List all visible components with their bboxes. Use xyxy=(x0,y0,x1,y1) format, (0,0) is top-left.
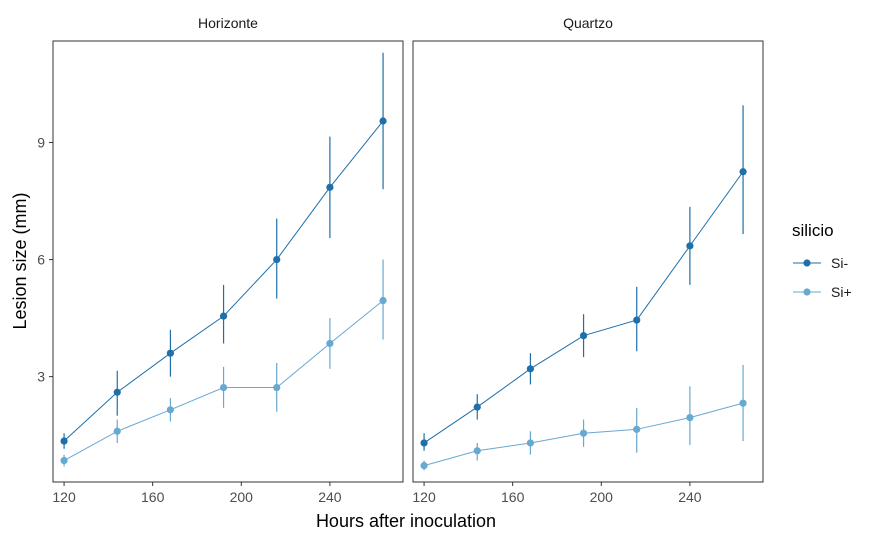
data-point xyxy=(633,316,641,324)
data-point xyxy=(273,255,281,264)
y-tick-label: 9 xyxy=(37,134,45,150)
x-tick-label: 120 xyxy=(412,489,436,505)
data-point xyxy=(579,332,588,340)
data-point xyxy=(219,312,228,320)
data-point xyxy=(473,447,481,455)
y-tick-label: 6 xyxy=(37,252,45,268)
data-point xyxy=(473,403,481,411)
data-point xyxy=(326,183,334,191)
legend-label: Si+ xyxy=(831,284,852,300)
data-point xyxy=(739,399,747,407)
x-axis-title: Hours after inoculation xyxy=(316,511,496,531)
panel-border xyxy=(412,40,764,483)
data-point xyxy=(633,425,641,433)
series-Si- xyxy=(60,52,387,449)
data-point xyxy=(60,456,68,465)
x-tick-label: 160 xyxy=(141,489,165,505)
legend-key-point xyxy=(803,259,811,267)
data-point xyxy=(420,462,428,470)
panel-quartzo: Quartzo 120 160 200 240 xyxy=(412,15,764,505)
x-tick-label: 120 xyxy=(52,489,76,505)
legend-items: Si- Si+ xyxy=(793,255,852,300)
legend-item-Si+: Si+ xyxy=(793,284,852,300)
data-point xyxy=(219,383,228,392)
panels-layer: Horizonte 120 160 200 240 3 6 9 Quartzo 120 160 200… xyxy=(37,15,764,505)
legend: silicio Si- Si+ xyxy=(792,221,852,300)
series-Si+ xyxy=(420,364,747,471)
data-point xyxy=(379,117,387,125)
legend-label: Si- xyxy=(831,255,848,271)
panel-horizonte: Horizonte 120 160 200 240 3 6 9 xyxy=(37,15,404,505)
data-point xyxy=(326,339,334,348)
data-point xyxy=(686,242,694,250)
data-point xyxy=(113,427,121,435)
series-Si- xyxy=(420,105,747,451)
data-point xyxy=(420,439,428,447)
x-tick-label: 200 xyxy=(230,489,254,505)
data-point xyxy=(579,429,588,437)
y-tick-label: 3 xyxy=(37,369,45,385)
data-point xyxy=(113,388,121,396)
data-point xyxy=(526,439,535,447)
legend-key-point xyxy=(803,288,811,296)
x-tick-label: 200 xyxy=(590,489,614,505)
legend-title: silicio xyxy=(792,221,834,240)
data-point xyxy=(166,349,175,357)
legend-item-Si-: Si- xyxy=(793,255,848,271)
y-axis-title: Lesion size (mm) xyxy=(10,192,30,329)
data-point xyxy=(379,296,387,305)
x-tick-label: 160 xyxy=(501,489,525,505)
series-Si+ xyxy=(60,259,387,467)
panel-title: Horizonte xyxy=(198,15,258,31)
data-point xyxy=(60,437,68,445)
data-point xyxy=(166,406,175,414)
data-point xyxy=(739,168,747,176)
x-tick-label: 240 xyxy=(678,489,702,505)
data-point xyxy=(526,365,535,373)
x-tick-label: 240 xyxy=(318,489,342,505)
data-point xyxy=(686,414,694,422)
data-point xyxy=(273,383,281,392)
series-line xyxy=(423,171,744,444)
panel-title: Quartzo xyxy=(563,15,613,31)
panel-border xyxy=(52,40,404,483)
